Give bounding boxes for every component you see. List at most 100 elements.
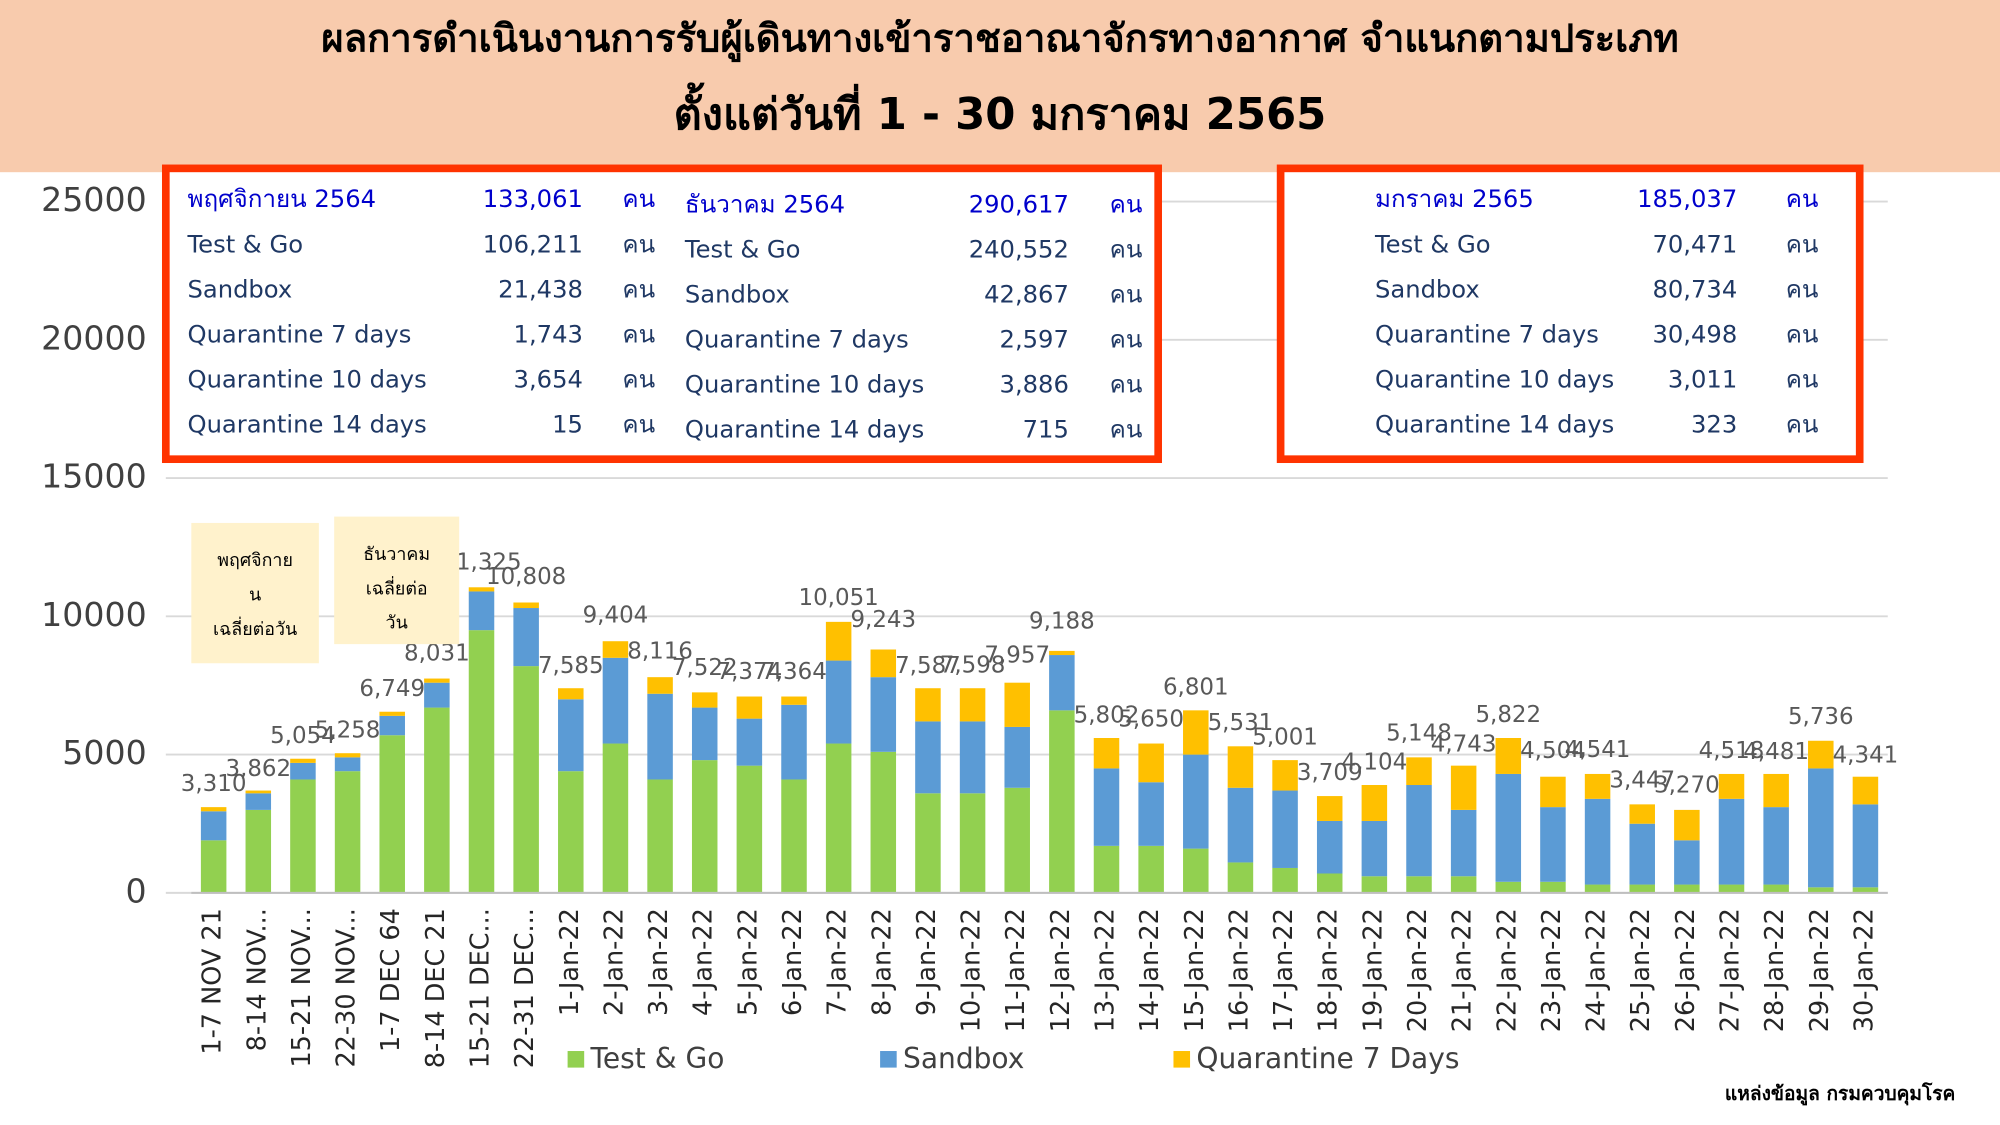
bar-segment <box>290 762 316 780</box>
bar-segment <box>647 693 673 780</box>
bar-segment <box>1450 809 1477 877</box>
info-value: 240,552 <box>969 235 1069 263</box>
x-tick-label: 24-Jan-22 <box>1582 908 1612 1032</box>
bar-segment <box>1584 773 1611 799</box>
info-value: 2,597 <box>1000 325 1069 353</box>
bar-segment <box>1227 862 1254 893</box>
info-label: Quarantine 14 days <box>1375 410 1614 438</box>
info-unit: คน <box>622 230 655 258</box>
x-tick-label: 12-Jan-22 <box>1046 908 1076 1032</box>
bar-segment <box>245 793 272 810</box>
x-tick-label: 20-Jan-22 <box>1403 908 1433 1032</box>
info-value: 70,471 <box>1652 230 1737 258</box>
info-label: Quarantine 14 days <box>685 415 924 443</box>
note-text: เฉลี่ยต่อวัน <box>213 616 297 640</box>
total-label: 9,404 <box>583 603 649 629</box>
info-value: 1,743 <box>514 320 583 348</box>
bar-segment <box>379 715 405 736</box>
info-value: 21,438 <box>498 275 583 303</box>
bar-segment <box>1629 823 1655 885</box>
bar-segment <box>736 765 763 893</box>
bar-segment <box>245 809 272 893</box>
legend-label: Quarantine 7 Days <box>1196 1042 1459 1075</box>
bar-segment <box>602 743 629 893</box>
x-tick-label: 22-31 DEC... <box>510 908 540 1068</box>
bar-segment <box>1361 785 1388 821</box>
total-label: 7,957 <box>984 643 1050 669</box>
bar-segment <box>468 630 495 893</box>
bar-segment <box>736 696 763 719</box>
header-band <box>0 0 2000 173</box>
bar-segment <box>1316 873 1343 893</box>
bar-segment <box>602 657 629 744</box>
x-tick-label: 25-Jan-22 <box>1626 908 1656 1032</box>
info-label: Test & Go <box>1374 230 1491 258</box>
bar-segment <box>1093 845 1120 893</box>
note-text: เฉลี่ยต่อ <box>366 575 428 599</box>
y-tick-label: 0 <box>126 871 147 910</box>
x-tick-label: 16-Jan-22 <box>1224 908 1254 1032</box>
title: ผลการดำเนินงานการรับผู้เดินทางเข้าราชอาณ… <box>321 16 1678 62</box>
bar-segment <box>1629 804 1655 824</box>
info-unit: คน <box>1110 235 1143 263</box>
bar-segment <box>558 699 584 772</box>
bar-segment <box>1808 887 1834 893</box>
bar-segment <box>870 677 897 752</box>
x-tick-label: 5-Jan-22 <box>733 908 763 1016</box>
bar-segment <box>915 721 941 794</box>
y-tick-label: 15000 <box>41 457 146 496</box>
x-tick-label: 1-Jan-22 <box>555 908 585 1016</box>
info-unit: คน <box>1110 325 1143 353</box>
x-tick-label: 19-Jan-22 <box>1358 908 1388 1032</box>
bar-segment <box>870 751 897 893</box>
bar-segment <box>825 743 852 893</box>
x-tick-label: 8-14 NOV... <box>242 908 272 1051</box>
total-label: 5,054 <box>270 723 336 749</box>
bar-segment <box>1540 776 1566 808</box>
info-label: Quarantine 7 days <box>1375 320 1599 348</box>
bar-segment <box>468 591 495 631</box>
bar-segment <box>1584 884 1611 893</box>
info-label: Sandbox <box>1375 275 1480 303</box>
info-value: 715 <box>1023 415 1069 443</box>
total-label: 4,104 <box>1342 749 1408 775</box>
bar-segment <box>1852 887 1879 893</box>
total-label: 7,587 <box>895 653 961 679</box>
total-label: 7,585 <box>538 653 604 679</box>
bar-segment <box>781 704 807 780</box>
info-unit: คน <box>622 185 655 213</box>
note-text: ธันวาคม <box>363 544 430 565</box>
info-value: 30,498 <box>1652 320 1737 348</box>
x-tick-label: 15-21 DEC... <box>466 908 496 1068</box>
total-label: 3,310 <box>181 771 247 797</box>
total-label: 7,374 <box>717 659 783 685</box>
bar-segment <box>1718 773 1745 799</box>
total-label: 5,001 <box>1252 724 1318 750</box>
bar-segment <box>513 666 539 893</box>
info-unit: คน <box>1110 280 1143 308</box>
x-tick-label: 26-Jan-22 <box>1671 908 1701 1032</box>
x-tick-label: 23-Jan-22 <box>1537 908 1567 1032</box>
bar-segment <box>781 696 807 705</box>
total-label: 4,743 <box>1431 732 1497 758</box>
bar-segment <box>1406 876 1432 893</box>
x-tick-label: 22-30 NOV... <box>332 908 362 1067</box>
info-unit: คน <box>1110 415 1143 443</box>
legend-label: Test & Go <box>590 1042 725 1075</box>
note-text: วัน <box>386 613 408 634</box>
total-label: 10,808 <box>486 564 566 590</box>
bar-segment <box>1495 881 1522 893</box>
info-value: 106,211 <box>483 230 583 258</box>
bar-segment <box>602 641 629 658</box>
bar-segment <box>468 587 495 592</box>
info-box <box>1276 164 1864 464</box>
total-label: 5,822 <box>1475 702 1541 728</box>
bar-segment <box>647 779 673 893</box>
info-unit: คน <box>1110 190 1143 218</box>
info-label: Test & Go <box>187 230 304 258</box>
info-unit: คน <box>1786 365 1819 393</box>
total-label: 5,802 <box>1074 702 1140 728</box>
bar-segment <box>1049 655 1075 711</box>
bar-segment <box>290 779 316 893</box>
total-label: 6,801 <box>1163 675 1229 701</box>
